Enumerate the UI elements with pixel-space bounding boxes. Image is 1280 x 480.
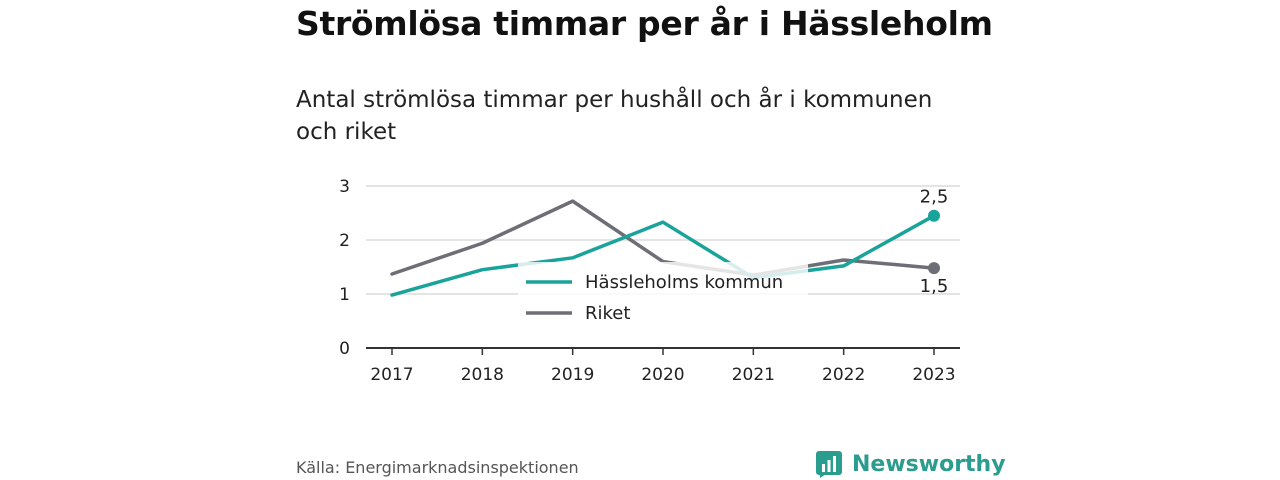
data-point (928, 209, 940, 222)
legend: Hässleholms kommun Riket (518, 262, 808, 332)
x-tick-label: 2020 (641, 365, 684, 385)
y-tick-label: 2 (339, 231, 350, 251)
data-point (928, 262, 940, 275)
x-tick-label: 2022 (822, 365, 865, 385)
brand-logo[interactable]: Newsworthy (815, 448, 1006, 480)
end-value-label: 1,5 (920, 276, 949, 297)
legend-background (518, 262, 808, 332)
series-lines (390, 199, 940, 297)
x-axis: 2017 2018 2019 2020 2021 2022 2023 (366, 347, 960, 385)
legend-label: Hässleholms kommun (585, 272, 783, 293)
x-tick-label: 2018 (461, 365, 504, 385)
y-tick-label: 1 (339, 285, 350, 305)
legend-label: Riket (585, 303, 630, 324)
chart-subtitle: Antal strömlösa timmar per hushåll och å… (296, 87, 933, 145)
y-tick-label: 0 (339, 339, 350, 359)
y-axis-ticks: 0 1 2 3 (339, 177, 350, 359)
chart-title: Strömlösa timmar per år i Hässleholm (296, 4, 993, 43)
end-value-label: 2,5 (920, 187, 949, 208)
series-line-hassleholm (390, 213, 936, 297)
series-line-riket (390, 199, 936, 277)
newsworthy-logo-icon (816, 451, 842, 478)
y-tick-label: 3 (339, 177, 350, 197)
x-tick-label: 2019 (551, 365, 594, 385)
source-note: Källa: Energimarknadsinspektionen (296, 458, 579, 477)
x-tick-label: 2021 (732, 365, 775, 385)
x-tick-label: 2023 (912, 365, 955, 385)
brand-name: Newsworthy (852, 451, 1006, 477)
end-labels: 2,5 1,5 (920, 187, 949, 297)
x-tick-label: 2017 (370, 365, 413, 385)
